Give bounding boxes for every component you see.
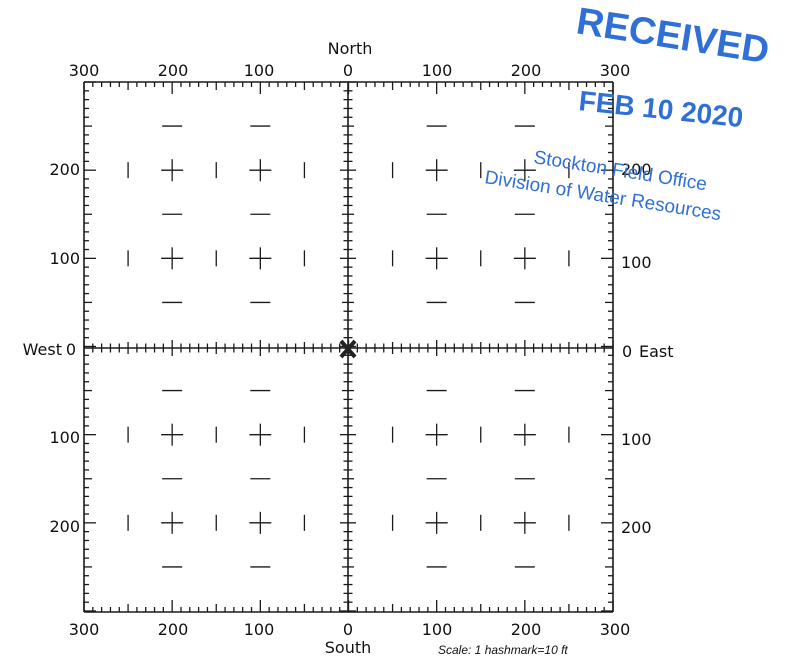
bottom-tick-label: 0	[343, 620, 353, 639]
left-tick-label: 200	[49, 517, 80, 536]
bottom-tick-label: 100	[244, 620, 275, 639]
right-tick-label: 100	[621, 430, 652, 449]
bottom-tick-label: 100	[422, 620, 453, 639]
top-tick-label: 100	[244, 61, 275, 80]
bottom-tick-label: 200	[511, 620, 542, 639]
scale-note: Scale: 1 hashmark=10 ft	[438, 643, 568, 657]
left-tick-label: 100	[49, 428, 80, 447]
top-tick-label: 200	[511, 61, 542, 80]
right-tick-label: 200	[621, 518, 652, 537]
left-tick-label: 0	[66, 340, 76, 359]
west-label: West	[23, 340, 62, 359]
bottom-tick-label: 300	[69, 620, 100, 639]
left-tick-label: 100	[49, 249, 80, 268]
left-tick-label: 200	[49, 160, 80, 179]
top-tick-label: 0	[343, 61, 353, 80]
top-tick-label: 300	[600, 61, 631, 80]
bottom-tick-label: 300	[600, 620, 631, 639]
right-tick-label: 100	[621, 253, 652, 272]
top-tick-label: 300	[69, 61, 100, 80]
center-x-marker	[339, 339, 357, 359]
bottom-tick-label: 200	[158, 620, 189, 639]
top-tick-label: 200	[158, 61, 189, 80]
right-tick-label: 0	[622, 342, 632, 361]
east-label: East	[639, 342, 674, 361]
received-stamp: RECEIVED FEB 10 2020 Stockton Field Offi…	[483, 0, 772, 225]
right-tick-label: 200	[621, 160, 652, 179]
stamp-date-text: FEB 10 2020	[577, 85, 744, 133]
top-tick-label: 100	[422, 61, 453, 80]
south-label: South	[325, 638, 372, 657]
north-label: North	[328, 39, 373, 58]
